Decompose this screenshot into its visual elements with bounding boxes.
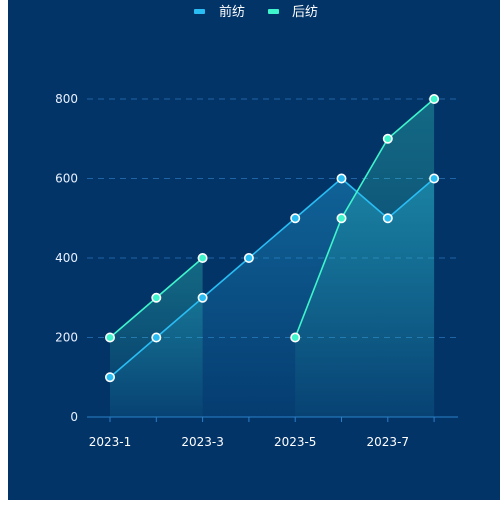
y-tick-label-2: 400 xyxy=(55,251,78,265)
legend-swatch-1 xyxy=(268,9,279,14)
x-tick-label-2: 2023-3 xyxy=(181,435,224,449)
x-tick-label-0: 2023-1 xyxy=(89,435,132,449)
series-0-point-5 xyxy=(336,173,347,184)
y-axis: 0 200 400 600 800 xyxy=(55,92,78,424)
series-1-point-7 xyxy=(429,94,440,105)
legend-item-0[interactable]: 前纺 xyxy=(194,4,245,20)
y-tick-label-1: 200 xyxy=(55,331,78,345)
legend-label-1: 后纺 xyxy=(292,5,318,20)
series-0-point-0 xyxy=(105,372,116,383)
legend-swatch-0 xyxy=(194,9,205,14)
series-1-point-0 xyxy=(105,332,116,343)
series-1-line-1 xyxy=(294,98,435,338)
series-1-point-6 xyxy=(382,133,393,144)
legend-label-0: 前纺 xyxy=(219,4,245,20)
series-0-point-4 xyxy=(290,213,301,224)
series-1-point-1 xyxy=(151,292,162,303)
series-0-point-3 xyxy=(243,253,254,264)
legend[interactable]: 前纺 后纺 xyxy=(194,4,318,20)
series-0-point-2 xyxy=(197,292,208,303)
series-1-area-1 xyxy=(295,99,435,417)
y-tick-label-0: 0 xyxy=(70,410,78,424)
y-tick-label-3: 600 xyxy=(55,172,78,186)
series-areas xyxy=(110,99,435,417)
series-0-point-1 xyxy=(151,332,162,343)
x-axis: 2023-1 2023-3 2023-5 2023-7 xyxy=(87,416,458,449)
series-0-line-0 xyxy=(109,177,435,378)
chart-panel: 前纺 后纺 0 200 400 600 800 2023-1 2023-3 2023-5 20… xyxy=(8,0,500,500)
series-0-point-6 xyxy=(382,213,393,224)
series-0-point-7 xyxy=(429,173,440,184)
y-tick-label-4: 800 xyxy=(55,92,78,106)
series-1-point-4 xyxy=(290,332,301,343)
series-points xyxy=(105,94,440,383)
series-1-point-2 xyxy=(197,253,208,264)
series-1-point-5 xyxy=(336,213,347,224)
x-tick-label-4: 2023-5 xyxy=(274,435,317,449)
legend-item-1[interactable]: 后纺 xyxy=(268,5,318,20)
x-tick-label-6: 2023-7 xyxy=(367,435,410,449)
